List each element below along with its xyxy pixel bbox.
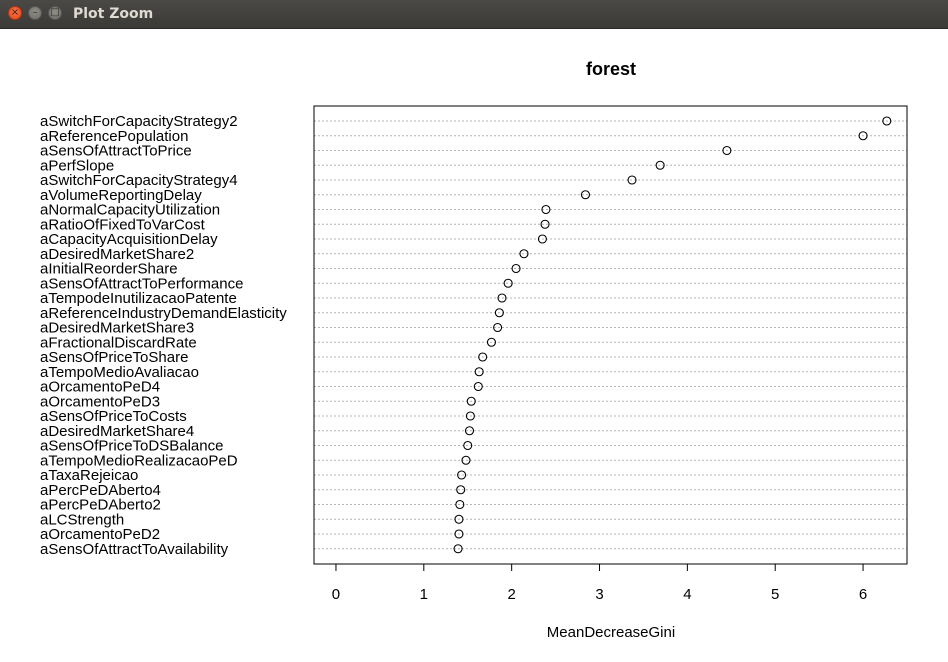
category-label: aDesiredMarketShare4 (40, 423, 194, 440)
category-label: aSensOfPriceToShare (40, 349, 188, 366)
data-point (882, 116, 892, 126)
data-point (457, 470, 467, 480)
data-point (461, 455, 471, 465)
data-point (497, 293, 507, 303)
x-tick-label: 4 (683, 586, 691, 603)
data-point (541, 204, 551, 215)
category-label: aVolumeReportingDelay (40, 187, 202, 204)
category-label: aSensOfAttractToAvailability (40, 541, 229, 558)
category-label: aNormalCapacityUtilization (40, 202, 220, 219)
category-label: aSensOfAttractToPerformance (40, 275, 243, 292)
category-label: aOrcamentoPeD2 (40, 526, 160, 543)
category-label: aSensOfPriceToCosts (40, 408, 187, 425)
category-label: aTempoMedioRealizacaoPeD (40, 452, 238, 469)
x-tick-label: 5 (771, 586, 779, 603)
category-label: aDesiredMarketShare2 (40, 246, 194, 263)
category-label: aPercPeDAberto2 (40, 497, 161, 514)
data-point (858, 131, 868, 141)
data-point (580, 190, 591, 200)
category-label: aReferencePopulation (40, 128, 188, 145)
window-titlebar: × – □ Plot Zoom (0, 0, 948, 29)
x-tick-label: 1 (420, 586, 428, 603)
category-label: aDesiredMarketShare3 (40, 320, 194, 337)
data-point (511, 263, 521, 274)
category-label: aReferenceIndustryDemandElasticity (40, 305, 287, 322)
maximize-window-icon[interactable]: □ (48, 6, 62, 20)
x-tick-label: 3 (595, 586, 603, 603)
data-point (722, 145, 732, 156)
category-labels: aSwitchForCapacityStrategy2aReferencePop… (40, 113, 287, 558)
data-points (453, 116, 892, 554)
category-label: aPerfSlope (40, 157, 114, 174)
data-point (454, 514, 464, 524)
category-label: aOrcamentoPeD4 (40, 379, 160, 396)
x-tick-label: 6 (859, 586, 867, 603)
window-title: Plot Zoom (73, 6, 154, 22)
data-point (486, 337, 497, 347)
data-point (463, 440, 473, 451)
x-axis-label: MeanDecreaseGini (547, 624, 675, 641)
data-point (455, 499, 465, 510)
category-label: aLCStrength (40, 511, 124, 528)
data-point (503, 278, 513, 288)
category-label: aFractionalDiscardRate (40, 334, 197, 351)
x-axis: 0 1 2 3 4 5 6 (332, 563, 867, 603)
chart-title: forest (586, 59, 636, 79)
data-point (627, 175, 637, 185)
data-point (519, 249, 529, 259)
close-window-icon[interactable]: × (8, 6, 22, 20)
data-point (478, 352, 488, 362)
category-label: aPercPeDAberto4 (40, 482, 161, 499)
data-point (540, 219, 550, 229)
data-point (464, 426, 475, 436)
data-point (456, 485, 466, 495)
data-point (465, 411, 475, 421)
data-point (474, 367, 484, 377)
x-tick-label: 2 (507, 586, 515, 603)
data-point (454, 529, 464, 539)
category-label: aSensOfAttractToPrice (40, 143, 192, 160)
data-point (493, 322, 503, 333)
dot-chart: forest aSwitchForCapacityStrategy2aRefer… (40, 59, 908, 641)
data-point (494, 308, 504, 318)
grid-lines (314, 120, 907, 550)
minimize-window-icon[interactable]: – (28, 6, 42, 20)
category-label: aOrcamentoPeD3 (40, 393, 160, 410)
data-point (537, 234, 547, 244)
category-label: aTaxaRejeicao (40, 467, 138, 484)
data-point (466, 396, 476, 406)
category-label: aInitialReorderShare (40, 261, 178, 278)
data-point (453, 544, 463, 554)
category-label: aTempoMedioAvaliacao (40, 364, 199, 381)
category-label: aCapacityAcquisitionDelay (40, 231, 218, 248)
plot-frame (313, 105, 908, 565)
category-label: aSensOfPriceToDSBalance (40, 438, 223, 455)
data-point (655, 160, 665, 170)
data-point (473, 381, 483, 392)
category-label: aRatioOfFixedToVarCost (40, 216, 206, 233)
category-label: aSwitchForCapacityStrategy2 (40, 113, 238, 130)
category-label: aTempodeInutilizacaoPatente (40, 290, 237, 307)
x-tick-label: 0 (332, 586, 340, 603)
category-label: aSwitchForCapacityStrategy4 (40, 172, 238, 189)
